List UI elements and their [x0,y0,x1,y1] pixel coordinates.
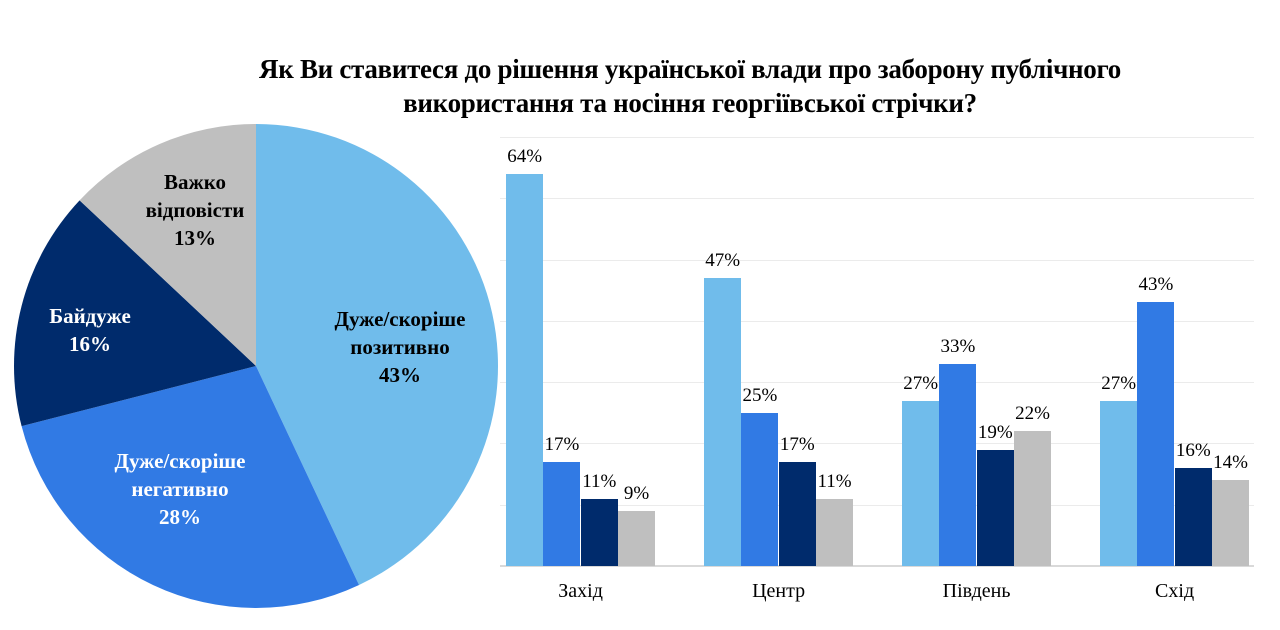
pie-label-pct: 43% [379,363,421,387]
bar-indifferent-3 [1174,467,1212,566]
pie-label-l1: Важко [163,170,227,194]
bar-value-label: 27% [1101,372,1137,394]
bar-value-label: 11% [817,470,852,492]
pie-label-indifferent: Байдуже 16% [30,302,150,358]
bar-hard_to_say-2 [1013,431,1051,566]
bar-value-label: 19% [977,421,1013,443]
bar-value-label: 64% [507,145,543,167]
gridline [500,382,1254,384]
pie-label-negative: Дуже/скоріше негативно 28% [80,447,280,531]
chart-title: Як Ви ставитеся до рішення української в… [150,52,1230,120]
gridline [500,320,1254,322]
bar-value-label: 17% [544,433,580,455]
bar-value-label: 17% [779,433,815,455]
pie-label-positive: Дуже/скоріше позитивно 43% [300,305,500,389]
bar-indifferent-2 [976,449,1014,566]
pie-label-l2: позитивно [350,335,450,359]
bar-value-label: 43% [1138,274,1174,296]
category-label: Центр [752,580,806,602]
bar-value-label: 16% [1175,439,1211,461]
pie-label-l2: негативно [131,477,229,501]
bar-value-label: 33% [940,335,976,357]
category-label: Південь [942,580,1011,602]
pie-label-pct: 13% [174,226,216,250]
pie-label-hard_to_say: Важко відповісти 13% [130,168,260,252]
pie-label-l2: відповісти [145,198,245,222]
bar-hard_to_say-1 [815,498,853,566]
category-label: Схід [1155,580,1195,602]
pie-chart [14,124,498,608]
gridline [500,443,1254,445]
chart-title-line-1: Як Ви ставитеся до рішення української в… [259,54,1121,84]
gridline [500,504,1254,506]
bar-chart-plot-area [500,137,1254,567]
bar-negative-1 [741,412,779,566]
bar-negative-0 [543,461,581,566]
x-axis-line [500,565,1254,567]
bar-value-label: 22% [1015,403,1050,425]
bar-value-label: 14% [1213,452,1248,474]
gridline [500,137,1254,138]
pie-slice-positive [256,124,498,585]
chart-title-line-2: використання та носіння георгіївської ст… [403,88,977,118]
bar-value-label: 11% [582,470,617,492]
bar-value-label: 25% [742,384,778,406]
pie-label-pct: 16% [69,332,111,356]
category-label: Захід [558,580,603,602]
pie-slice-negative [21,366,360,608]
gridline [500,198,1254,200]
pie-slice-indifferent [14,200,256,427]
pie-label-l1: Дуже/скоріше [334,307,466,331]
bar-positive-0 [506,173,543,566]
bar-value-label: 9% [623,482,650,504]
pie-label-l1: Дуже/скоріше [114,449,246,473]
bar-value-label: 47% [705,249,741,271]
bar-negative-2 [939,363,977,566]
bar-positive-3 [1100,400,1137,566]
bar-hard_to_say-0 [617,510,655,566]
bar-positive-2 [902,400,939,566]
pie-label-pct: 28% [159,505,201,529]
bar-positive-1 [704,277,741,566]
bar-indifferent-0 [580,498,618,566]
gridline [500,259,1254,261]
pie-slice-hard_to_say [79,124,256,366]
bar-negative-3 [1137,302,1175,566]
bar-value-label: 27% [903,372,939,394]
bar-indifferent-1 [778,461,816,566]
pie-label-l1: Байдуже [49,304,131,328]
bar-hard_to_say-3 [1211,480,1249,566]
